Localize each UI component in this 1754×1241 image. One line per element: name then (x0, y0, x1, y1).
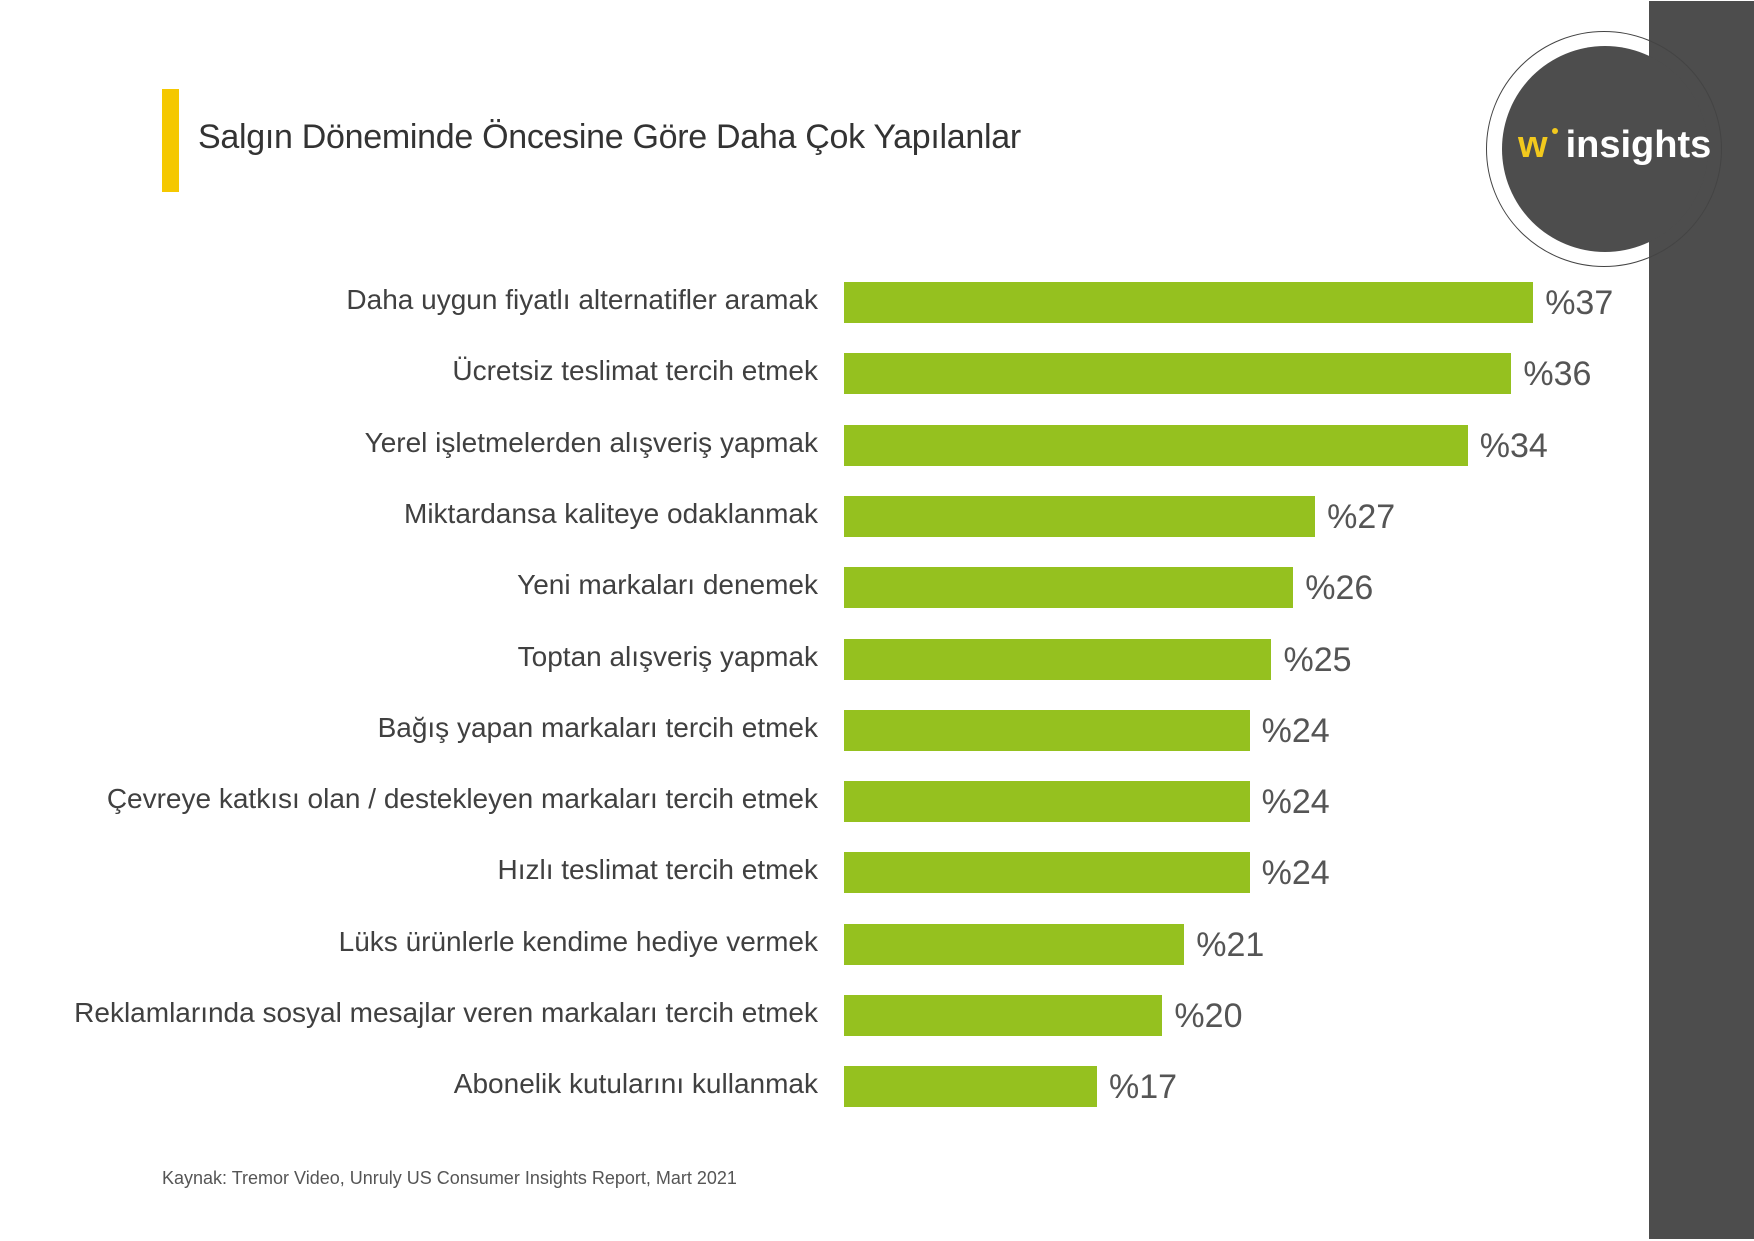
value-label: %24 (1261, 711, 1330, 750)
category-label: Hızlı teslimat tercih etmek (497, 854, 818, 886)
bar (844, 709, 1250, 751)
category-label: Ücretsiz teslimat tercih etmek (452, 355, 818, 387)
value-label: %36 (1523, 355, 1592, 394)
bar (844, 567, 1294, 609)
value-label: %27 (1327, 497, 1396, 536)
bar (844, 1066, 1097, 1108)
category-label: Lüks ürünlerle kendime hediye vermek (338, 925, 818, 957)
category-label: Yerel işletmelerden alışveriş yapmak (364, 426, 818, 458)
bar (844, 424, 1468, 466)
category-label: Daha uygun fiyatlı alternatifler aramak (346, 284, 818, 315)
value-label: %17 (1108, 1068, 1178, 1107)
winsights-logo: w insights (1518, 124, 1711, 167)
value-label: %24 (1261, 783, 1330, 822)
category-label: Bağış yapan markaları tercih etmek (377, 711, 818, 743)
value-label: %37 (1545, 284, 1614, 322)
bar (844, 781, 1250, 823)
logo-text: insights (1565, 124, 1712, 166)
logo-w: w (1518, 124, 1548, 166)
source-note: Kaynak: Tremor Video, Unruly US Consumer… (162, 1168, 737, 1188)
value-label: %24 (1261, 854, 1330, 893)
bar (844, 495, 1316, 537)
bar (844, 282, 1534, 323)
logo-disc (1502, 46, 1708, 252)
logo-ring (1486, 31, 1722, 267)
category-label: Toptan alışveriş yapmak (517, 640, 818, 672)
category-label: Miktardansa kaliteye odaklanmak (404, 497, 818, 529)
value-label: %34 (1479, 426, 1548, 465)
bar (844, 923, 1185, 965)
bar (844, 995, 1163, 1036)
value-label: %26 (1305, 569, 1374, 608)
value-label: %25 (1283, 640, 1352, 679)
bar (844, 353, 1512, 395)
category-label: Çevreye katkısı olan / destekleyen marka… (106, 783, 818, 815)
chart-title: Salgın Döneminde Öncesine Göre Daha Çok … (198, 118, 1021, 156)
bar (844, 638, 1272, 680)
title-accent-bar (162, 89, 179, 192)
value-label: %21 (1196, 925, 1265, 964)
category-label: Abonelik kutularını kullanmak (453, 1068, 818, 1100)
category-label: Yeni markaları denemek (517, 569, 818, 601)
value-label: %20 (1174, 997, 1243, 1035)
logo-dot (1551, 128, 1558, 134)
bar (844, 852, 1250, 894)
category-label: Reklamlarında sosyal mesajlar veren mark… (74, 997, 818, 1028)
